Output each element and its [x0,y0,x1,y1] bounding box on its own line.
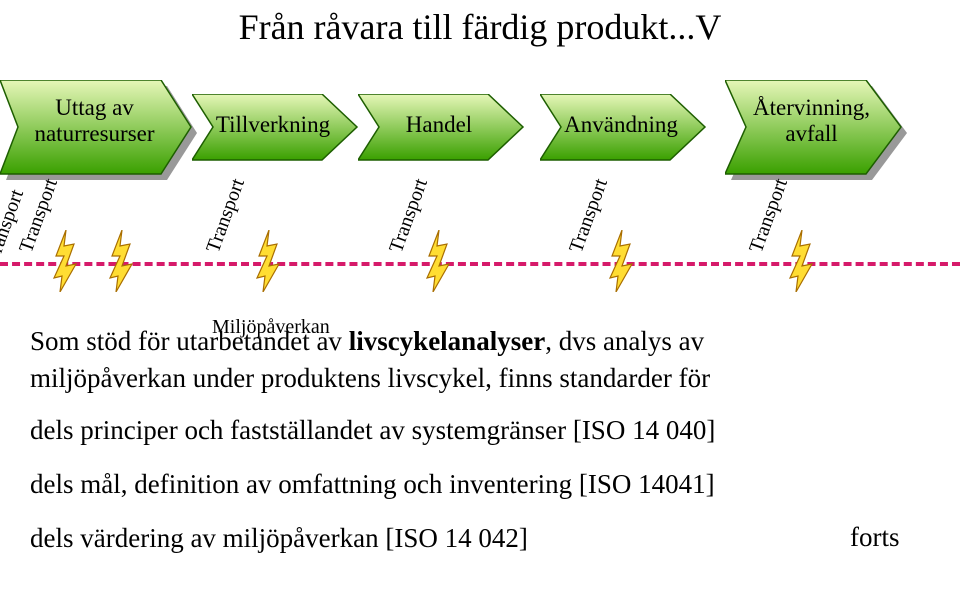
lightning-icon [608,230,634,297]
body-line-2: dels principer och fastställandet av sys… [30,414,930,448]
body-line-4: dels värdering av miljöpåverkan [ISO 14 … [30,522,930,556]
stage-label-recycle: Återvinning,avfall [741,95,882,148]
lightning-icon [788,230,814,297]
lightning-icon [52,230,78,297]
lightning-icon [108,230,134,297]
lightning-icon [425,230,451,297]
lightning-icon [255,230,281,297]
body-line-3: dels mål, definition av omfattning och i… [30,468,930,502]
stage-label-raw: Uttag avnaturresurser [14,95,175,148]
process-flow: Uttag avnaturresurser Tillverkning Handel A… [0,80,960,240]
stage-label-manuf: Tillverkning [208,112,338,138]
stage-label-trade: Handel [374,112,504,138]
continued-label: forts [850,522,900,553]
body-line-1: miljöpåverkan under produktens livscykel… [30,362,930,396]
body-line-0: Som stöd för utarbetandet av livscykelan… [30,325,930,359]
stage-label-use: Användning [556,112,686,138]
page-title: Från råvara till färdig produkt...V [0,6,960,48]
impact-dashed-line [0,262,960,266]
